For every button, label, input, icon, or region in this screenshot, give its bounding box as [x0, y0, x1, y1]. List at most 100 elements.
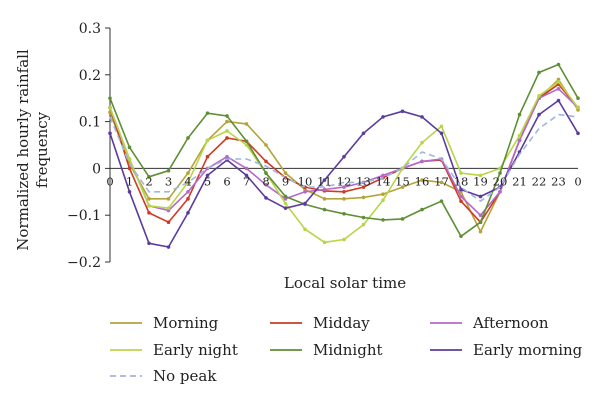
series-midnight [108, 62, 580, 239]
point-midnight [498, 171, 502, 175]
legend-label: Early morning [473, 341, 583, 359]
point-early-morning [576, 131, 580, 136]
x-tick-label: 21 [512, 174, 527, 188]
legend-label: Early night [153, 341, 238, 359]
point-midnight [576, 96, 580, 100]
point-early-night [166, 206, 171, 210]
point-midnight [556, 62, 561, 67]
x-tick-label: 0 [574, 174, 581, 188]
point-early-night [439, 124, 444, 129]
legend-entry-midday: Midday [270, 314, 370, 332]
point-morning [478, 229, 483, 234]
point-afternoon [517, 138, 522, 143]
x-tick-label: 18 [454, 174, 469, 188]
point-afternoon [556, 87, 561, 91]
x-tick-label: 1 [126, 174, 133, 188]
point-early-night [283, 201, 288, 206]
point-early-morning [283, 206, 288, 210]
point-early-night [322, 240, 327, 245]
series-line-no-peak [109, 113, 579, 202]
point-morning [400, 185, 405, 189]
point-early-morning [400, 109, 405, 114]
point-early-night [537, 94, 541, 98]
point-midnight [147, 175, 151, 179]
x-tick-label: 17 [434, 174, 449, 188]
legend-entry-morning: Morning [110, 314, 219, 332]
series-no-peak [109, 113, 579, 202]
point-early-morning [186, 211, 190, 215]
point-midnight [439, 199, 444, 203]
point-early-morning [361, 131, 366, 136]
point-midnight [127, 145, 132, 150]
point-midday [225, 136, 229, 140]
y-tick-label: −0.1 [67, 208, 101, 224]
point-morning [322, 197, 327, 201]
point-afternoon [186, 190, 190, 194]
x-tick-label: 13 [356, 174, 371, 188]
point-afternoon [322, 187, 327, 192]
point-midday [361, 185, 366, 189]
point-early-night [108, 105, 112, 110]
point-afternoon [244, 166, 249, 171]
point-early-morning [322, 178, 327, 182]
point-morning [342, 197, 346, 201]
point-midnight [108, 96, 112, 100]
point-afternoon [381, 173, 385, 178]
point-early-night [127, 157, 132, 161]
point-early-morning [303, 201, 307, 206]
legend-entry-no-peak: No peak [110, 367, 217, 385]
point-morning [420, 178, 424, 182]
point-early-night [556, 80, 561, 84]
point-early-morning [342, 154, 346, 159]
x-tick-label: 9 [282, 174, 289, 188]
point-midday [127, 166, 132, 171]
point-midnight [381, 218, 385, 222]
point-early-night [361, 222, 366, 227]
point-early-night [459, 171, 463, 175]
point-early-night [478, 173, 483, 178]
point-afternoon [225, 154, 229, 159]
legend-label: Morning [153, 314, 219, 332]
point-midnight [166, 168, 171, 173]
point-early-morning [420, 115, 424, 119]
point-afternoon [342, 185, 346, 189]
x-tick-label: 20 [493, 174, 508, 188]
point-early-night [225, 129, 229, 133]
legend-label: Afternoon [472, 314, 549, 332]
point-early-morning [459, 187, 463, 192]
point-early-morning [264, 196, 268, 200]
series-early-night [108, 80, 580, 245]
point-midday [205, 154, 210, 159]
x-tick-label: 11 [317, 174, 332, 188]
point-midnight [478, 220, 483, 225]
legend-entry-early-night: Early night [110, 341, 238, 359]
point-afternoon [420, 159, 424, 164]
series-line-midday [109, 83, 579, 223]
x-tick-label: 6 [223, 174, 230, 188]
point-early-morning [108, 131, 112, 136]
point-midday [147, 211, 151, 215]
point-early-morning [478, 194, 483, 199]
legend-label: Midday [313, 314, 370, 332]
x-tick-label: 3 [165, 174, 172, 188]
point-morning [361, 195, 366, 200]
point-morning [186, 171, 190, 175]
series-layer [108, 62, 580, 249]
point-morning [244, 122, 249, 126]
point-early-morning [537, 112, 541, 117]
legend-label: Midnight [313, 341, 383, 359]
point-midnight [225, 114, 229, 118]
point-midday [186, 197, 190, 201]
x-tick-label: 2 [145, 174, 152, 188]
point-early-night [381, 198, 385, 203]
point-afternoon [459, 194, 463, 199]
point-midnight [186, 136, 190, 140]
point-early-morning [556, 98, 561, 103]
point-early-morning [127, 190, 132, 194]
point-midday [264, 159, 268, 164]
point-early-night [517, 133, 522, 138]
x-tick-label: 22 [532, 174, 547, 188]
point-midday [166, 220, 171, 225]
point-midnight [517, 112, 522, 117]
point-midnight [244, 139, 249, 144]
